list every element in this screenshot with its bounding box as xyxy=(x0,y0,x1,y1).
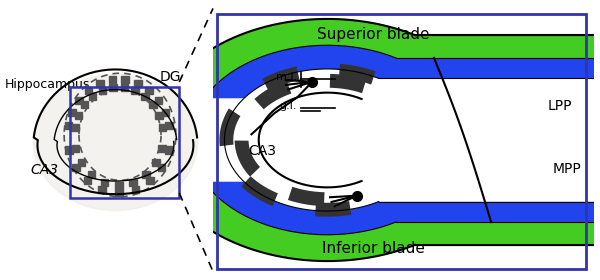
Polygon shape xyxy=(224,69,600,211)
Bar xyxy=(88,171,95,178)
Bar xyxy=(70,87,179,198)
Bar xyxy=(109,76,116,83)
Bar xyxy=(75,97,83,104)
Text: MPP: MPP xyxy=(553,162,582,176)
Bar xyxy=(158,164,166,171)
Bar xyxy=(155,97,162,104)
Bar xyxy=(85,87,92,94)
Text: g.l.: g.l. xyxy=(280,101,297,111)
Bar xyxy=(155,112,163,119)
Bar xyxy=(71,124,79,131)
Bar xyxy=(164,146,172,153)
Bar xyxy=(96,80,104,87)
Bar xyxy=(78,159,85,166)
Ellipse shape xyxy=(34,74,197,211)
Bar xyxy=(158,144,166,152)
Bar xyxy=(121,84,128,91)
Bar xyxy=(115,189,122,196)
Bar xyxy=(72,144,79,152)
Bar xyxy=(72,164,80,171)
Bar xyxy=(80,101,88,108)
Bar xyxy=(161,109,169,116)
Bar xyxy=(98,87,106,94)
Bar xyxy=(98,186,106,193)
Bar xyxy=(134,80,142,87)
Bar xyxy=(131,186,139,193)
Bar xyxy=(65,122,72,129)
Text: CA3: CA3 xyxy=(248,144,277,158)
Bar xyxy=(166,122,173,129)
Bar xyxy=(146,177,154,184)
Bar xyxy=(115,181,122,189)
Text: Inferior blade: Inferior blade xyxy=(322,241,424,256)
Text: Superior blade: Superior blade xyxy=(317,27,429,42)
Bar xyxy=(130,179,137,186)
Bar xyxy=(152,159,160,166)
Bar xyxy=(109,84,117,91)
Bar xyxy=(142,171,150,178)
Bar xyxy=(65,146,73,153)
Bar xyxy=(145,87,153,94)
Text: LPP: LPP xyxy=(547,99,572,113)
Text: DG: DG xyxy=(160,70,181,84)
Polygon shape xyxy=(152,19,600,261)
Bar xyxy=(131,87,139,94)
Bar xyxy=(121,76,129,83)
Bar xyxy=(141,93,149,100)
Polygon shape xyxy=(213,93,362,187)
Text: m.l.: m.l. xyxy=(275,72,297,82)
Bar xyxy=(68,109,76,116)
Bar xyxy=(149,101,157,108)
Bar xyxy=(83,177,91,184)
Bar xyxy=(74,112,82,119)
Text: CA3: CA3 xyxy=(31,163,59,177)
Bar xyxy=(89,93,96,100)
Bar xyxy=(159,124,166,131)
Polygon shape xyxy=(190,45,600,235)
Bar xyxy=(101,179,108,186)
Text: Hippocampus: Hippocampus xyxy=(4,78,90,91)
